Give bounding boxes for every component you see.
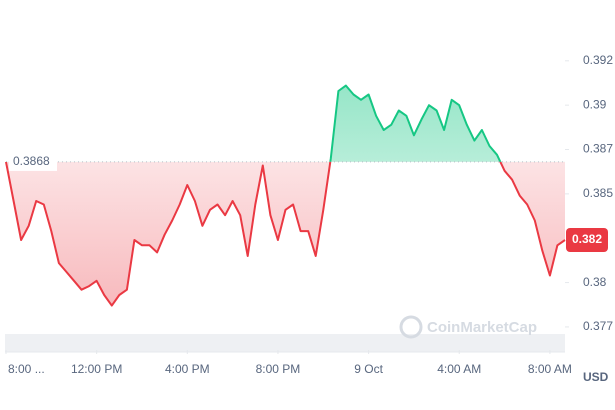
area-above	[6, 85, 565, 162]
baseline-label: 0.3868	[13, 154, 50, 168]
x-tick-label: 4:00 AM	[437, 362, 481, 376]
current-price-box	[566, 228, 608, 252]
x-tick-label: 8:00 PM	[256, 362, 301, 376]
current-price-label: 0.382	[572, 232, 602, 246]
y-tick-label: 0.377	[583, 319, 613, 333]
y-tick-label: 0.387	[583, 142, 613, 156]
y-tick-label: 0.385	[583, 186, 613, 200]
baseline-label-bg	[9, 152, 57, 171]
price-line-down	[5, 161, 566, 307]
y-tick-label: 0.39	[583, 97, 607, 111]
price-line-up	[5, 84, 502, 162]
x-tick-label: 12:00 PM	[71, 362, 122, 376]
volume-band	[5, 334, 565, 352]
area-below	[6, 161, 565, 306]
x-tick-label: 4:00 PM	[165, 362, 210, 376]
x-tick-label: 8:00 ...	[8, 362, 45, 376]
x-tick-label: 9 Oct	[354, 362, 383, 376]
y-tick-label: 0.392	[583, 53, 613, 67]
x-tick-label: 8:00 AM	[528, 362, 572, 376]
watermark: CoinMarketCap	[427, 319, 537, 336]
y-tick-label: 0.38	[583, 275, 607, 289]
watermark-logo	[399, 315, 423, 339]
currency-label: USD	[583, 370, 609, 384]
